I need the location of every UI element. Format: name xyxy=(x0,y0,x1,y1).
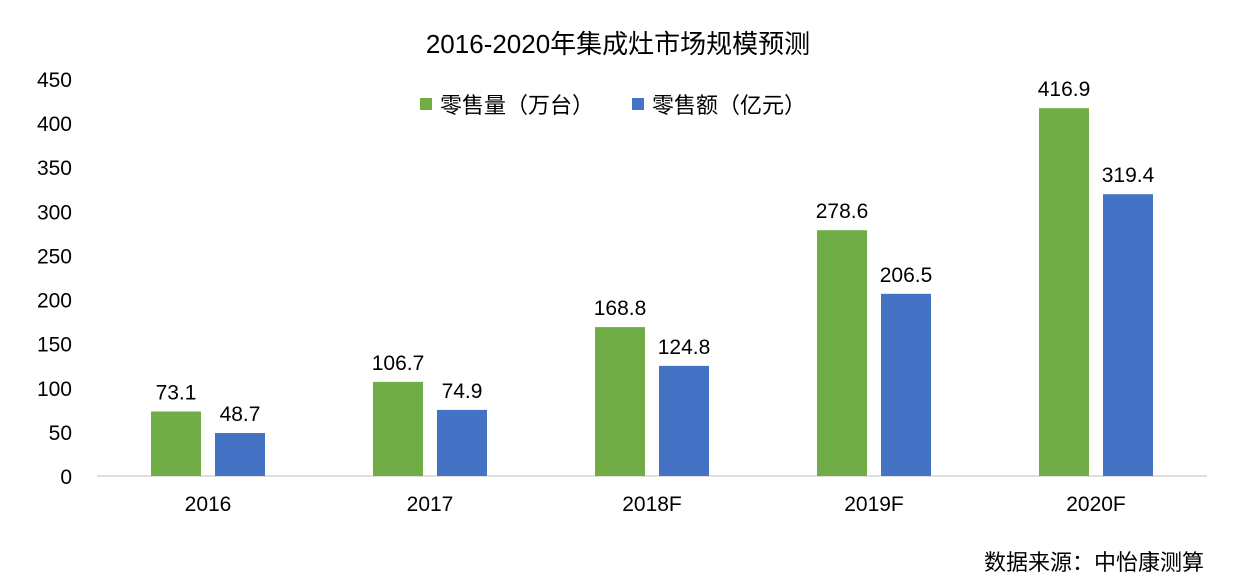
data-label: 168.8 xyxy=(594,297,647,320)
y-tick-label: 400 xyxy=(37,113,72,136)
x-tick-label: 2020F xyxy=(1066,493,1126,516)
data-source-note: 数据来源：中怡康测算 xyxy=(983,550,1204,575)
y-tick-label: 200 xyxy=(37,290,72,313)
y-tick-label: 300 xyxy=(37,201,72,224)
y-tick-label: 350 xyxy=(37,157,72,180)
bar-sales xyxy=(437,409,487,476)
x-tick-label: 2018F xyxy=(622,493,682,516)
data-label: 106.7 xyxy=(372,352,425,375)
x-tick-label: 2019F xyxy=(844,493,904,516)
legend-item-volume: 零售量（万台） xyxy=(420,88,594,120)
bar-volume xyxy=(373,381,423,476)
y-tick-label: 450 xyxy=(37,69,72,92)
bar-volume xyxy=(817,230,867,476)
data-label: 416.9 xyxy=(1038,78,1091,101)
legend-swatch-sales xyxy=(632,98,645,110)
data-label: 319.4 xyxy=(1102,164,1155,187)
data-label: 73.1 xyxy=(156,382,197,405)
data-label: 48.7 xyxy=(220,403,261,426)
legend-swatch-volume xyxy=(420,98,432,110)
y-tick-label: 250 xyxy=(37,245,72,268)
y-tick-label: 150 xyxy=(37,334,72,357)
x-tick-label: 2016 xyxy=(185,493,232,516)
legend-label-volume: 零售量（万台） xyxy=(440,93,595,118)
bar-volume xyxy=(151,411,201,476)
legend-label-sales: 零售额（亿元） xyxy=(652,93,807,118)
data-label: 206.5 xyxy=(880,264,933,287)
legend-item-sales: 零售额（亿元） xyxy=(632,88,806,120)
legend: 零售量（万台） 零售额（亿元） xyxy=(420,88,844,120)
y-tick-label: 0 xyxy=(60,466,72,489)
bar-sales xyxy=(881,293,931,476)
bar-sales xyxy=(1103,194,1153,477)
data-label: 278.6 xyxy=(816,200,869,223)
bar-volume xyxy=(1039,108,1089,477)
y-tick-label: 50 xyxy=(49,422,72,445)
bar-sales xyxy=(659,365,709,476)
data-label: 124.8 xyxy=(658,336,711,359)
bar-sales xyxy=(215,433,265,476)
chart-title: 2016-2020年集成灶市场规模预测 xyxy=(425,29,811,59)
bar-volume xyxy=(595,327,645,476)
data-label: 74.9 xyxy=(442,380,483,403)
x-tick-label: 2017 xyxy=(407,493,454,516)
y-tick-label: 100 xyxy=(37,378,72,401)
